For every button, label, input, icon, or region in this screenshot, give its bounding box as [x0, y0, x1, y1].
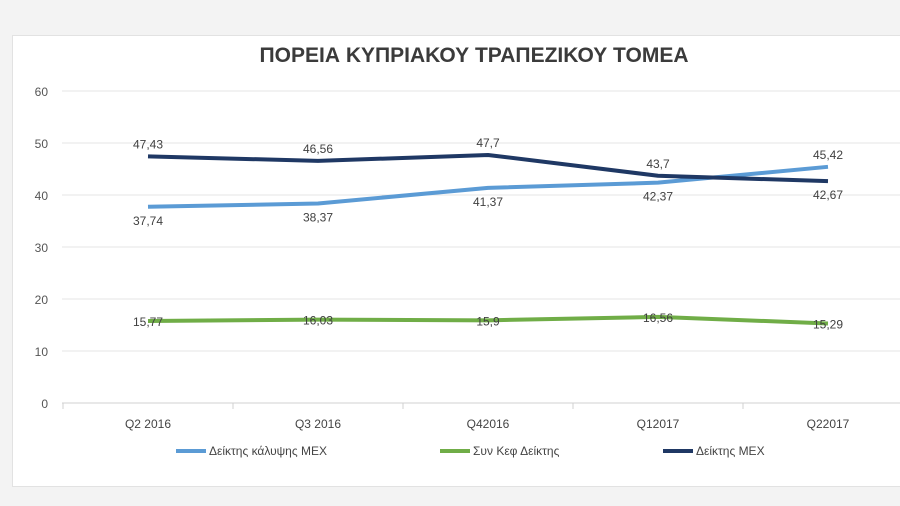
legend-label: Δείκτης κάλυψης ΜΕΧ [209, 444, 327, 458]
data-label: 37,74 [133, 214, 163, 228]
y-tick-label: 10 [35, 345, 49, 359]
data-label: 38,37 [303, 210, 333, 224]
chart-title: ΠΟΡΕΙΑ ΚΥΠΡΙΑΚΟΥ ΤΡΑΠΕΖΙΚΟΥ ΤΟΜΕΑ [259, 44, 688, 67]
legend-label: Δείκτης ΜΕΧ [696, 444, 765, 458]
y-tick-label: 40 [35, 189, 49, 203]
x-tick-label: Q3 2016 [295, 417, 341, 431]
data-label: 41,37 [473, 195, 503, 209]
series-line [147, 314, 829, 326]
data-label: 43,7 [646, 157, 670, 171]
data-label: 42,67 [813, 188, 843, 202]
y-tick-label: 0 [41, 397, 48, 411]
data-label: 46,56 [303, 142, 333, 156]
y-tick-label: 30 [35, 241, 49, 255]
y-tick-label: 60 [35, 85, 49, 99]
data-label: 45,42 [813, 148, 843, 162]
chart-card [12, 35, 900, 487]
data-label: 47,7 [476, 136, 500, 150]
x-tick-label: Q12017 [637, 417, 680, 431]
data-label: 15,77 [133, 315, 163, 329]
series-line [147, 152, 829, 184]
legend-label: Συν Κεφ Δείκτης [473, 444, 560, 458]
data-label: 16,56 [643, 311, 673, 325]
y-tick-label: 20 [35, 293, 49, 307]
y-tick-label: 50 [35, 137, 49, 151]
x-tick-label: Q2 2016 [125, 417, 171, 431]
data-label: 16,03 [303, 314, 333, 328]
data-label: 15,9 [476, 314, 500, 328]
x-tick-label: Q22017 [807, 417, 850, 431]
x-tick-label: Q42016 [467, 417, 510, 431]
data-label: 47,43 [133, 137, 163, 151]
data-label: 42,37 [643, 190, 673, 204]
data-label: 15,29 [813, 317, 843, 331]
